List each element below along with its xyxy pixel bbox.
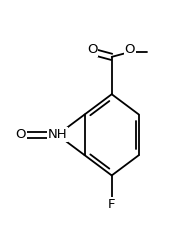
Text: O: O	[125, 43, 135, 56]
Text: O: O	[16, 128, 26, 141]
Text: O: O	[87, 43, 97, 56]
Text: NH: NH	[48, 128, 67, 141]
Text: F: F	[108, 198, 115, 211]
